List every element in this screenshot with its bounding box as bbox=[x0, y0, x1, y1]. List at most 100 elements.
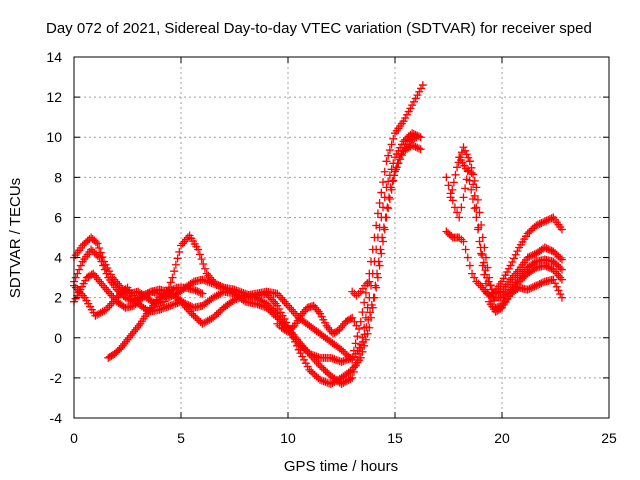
data-point bbox=[474, 279, 483, 288]
data-point bbox=[75, 265, 84, 274]
data-point bbox=[102, 305, 111, 314]
data-point bbox=[377, 188, 386, 197]
data-point bbox=[170, 267, 179, 276]
data-point bbox=[301, 359, 310, 368]
data-point bbox=[478, 283, 487, 292]
data-point bbox=[214, 290, 223, 299]
data-point bbox=[273, 301, 282, 310]
data-point bbox=[391, 165, 400, 174]
data-point bbox=[194, 288, 203, 297]
data-point bbox=[389, 176, 398, 185]
data-point bbox=[449, 178, 458, 187]
data-point bbox=[446, 189, 455, 198]
data-point bbox=[118, 341, 127, 350]
data-point bbox=[214, 308, 223, 317]
data-point bbox=[418, 81, 427, 90]
data-point bbox=[386, 183, 395, 192]
data-point bbox=[182, 235, 191, 244]
data-point bbox=[121, 285, 130, 294]
data-point bbox=[442, 173, 451, 182]
data-point bbox=[75, 287, 84, 296]
data-point bbox=[191, 286, 200, 295]
data-point bbox=[346, 367, 355, 376]
data-point bbox=[168, 301, 177, 310]
data-point bbox=[71, 283, 80, 292]
data-point bbox=[545, 263, 554, 272]
data-point bbox=[477, 249, 486, 258]
data-point bbox=[468, 269, 477, 278]
data-point bbox=[478, 261, 487, 270]
y-tick-label: 6 bbox=[54, 209, 62, 225]
data-point bbox=[380, 167, 389, 176]
data-point bbox=[93, 310, 102, 319]
data-point bbox=[124, 295, 133, 304]
data-point bbox=[416, 145, 425, 154]
data-point bbox=[348, 287, 357, 296]
data-point bbox=[367, 257, 376, 266]
data-point bbox=[448, 196, 457, 205]
data-point bbox=[232, 286, 241, 295]
data-point bbox=[218, 282, 227, 291]
data-point bbox=[413, 143, 422, 152]
data-point bbox=[539, 218, 548, 227]
data-point bbox=[544, 245, 553, 254]
data-point bbox=[305, 365, 314, 374]
data-point bbox=[310, 370, 319, 379]
data-point bbox=[480, 243, 489, 252]
data-point bbox=[523, 285, 532, 294]
data-point bbox=[257, 296, 266, 305]
data-point bbox=[112, 293, 121, 302]
data-point bbox=[114, 291, 123, 300]
data-point bbox=[353, 332, 362, 341]
data-point bbox=[168, 273, 177, 282]
data-point bbox=[393, 159, 402, 168]
data-point bbox=[147, 303, 156, 312]
data-point bbox=[131, 325, 140, 334]
data-point bbox=[385, 193, 394, 202]
data-point bbox=[118, 288, 127, 297]
data-point bbox=[266, 303, 275, 312]
data-point bbox=[467, 163, 476, 172]
data-point bbox=[369, 293, 378, 302]
data-point bbox=[554, 271, 563, 280]
data-point bbox=[71, 273, 80, 282]
data-point bbox=[191, 313, 200, 322]
data-point bbox=[528, 283, 537, 292]
data-point bbox=[267, 295, 276, 304]
data-point bbox=[95, 244, 104, 253]
data-point bbox=[314, 353, 323, 362]
data-point bbox=[545, 245, 554, 254]
data-point bbox=[415, 87, 424, 96]
data-point bbox=[159, 297, 168, 306]
data-point bbox=[552, 282, 561, 291]
data-point bbox=[365, 269, 374, 278]
series-track-4 bbox=[70, 133, 421, 364]
data-point bbox=[199, 259, 208, 268]
data-point bbox=[472, 183, 481, 192]
data-point bbox=[234, 286, 243, 295]
data-point bbox=[379, 237, 388, 246]
data-point bbox=[557, 275, 566, 284]
data-point bbox=[409, 97, 418, 106]
data-point bbox=[200, 318, 209, 327]
data-point bbox=[496, 304, 505, 313]
data-point bbox=[305, 349, 314, 358]
data-point bbox=[547, 214, 556, 223]
data-point bbox=[92, 273, 101, 282]
data-point bbox=[264, 301, 273, 310]
data-point bbox=[506, 275, 515, 284]
data-point bbox=[94, 275, 103, 284]
data-point bbox=[323, 368, 332, 377]
data-point bbox=[294, 339, 303, 348]
data-point bbox=[459, 237, 468, 246]
data-point bbox=[368, 245, 377, 254]
data-point bbox=[198, 319, 207, 328]
data-point bbox=[539, 278, 548, 287]
data-point bbox=[200, 276, 209, 285]
data-point bbox=[544, 263, 553, 272]
data-point bbox=[280, 297, 289, 306]
y-tick-label: 14 bbox=[46, 49, 62, 65]
data-point bbox=[211, 279, 220, 288]
data-point bbox=[405, 136, 414, 145]
